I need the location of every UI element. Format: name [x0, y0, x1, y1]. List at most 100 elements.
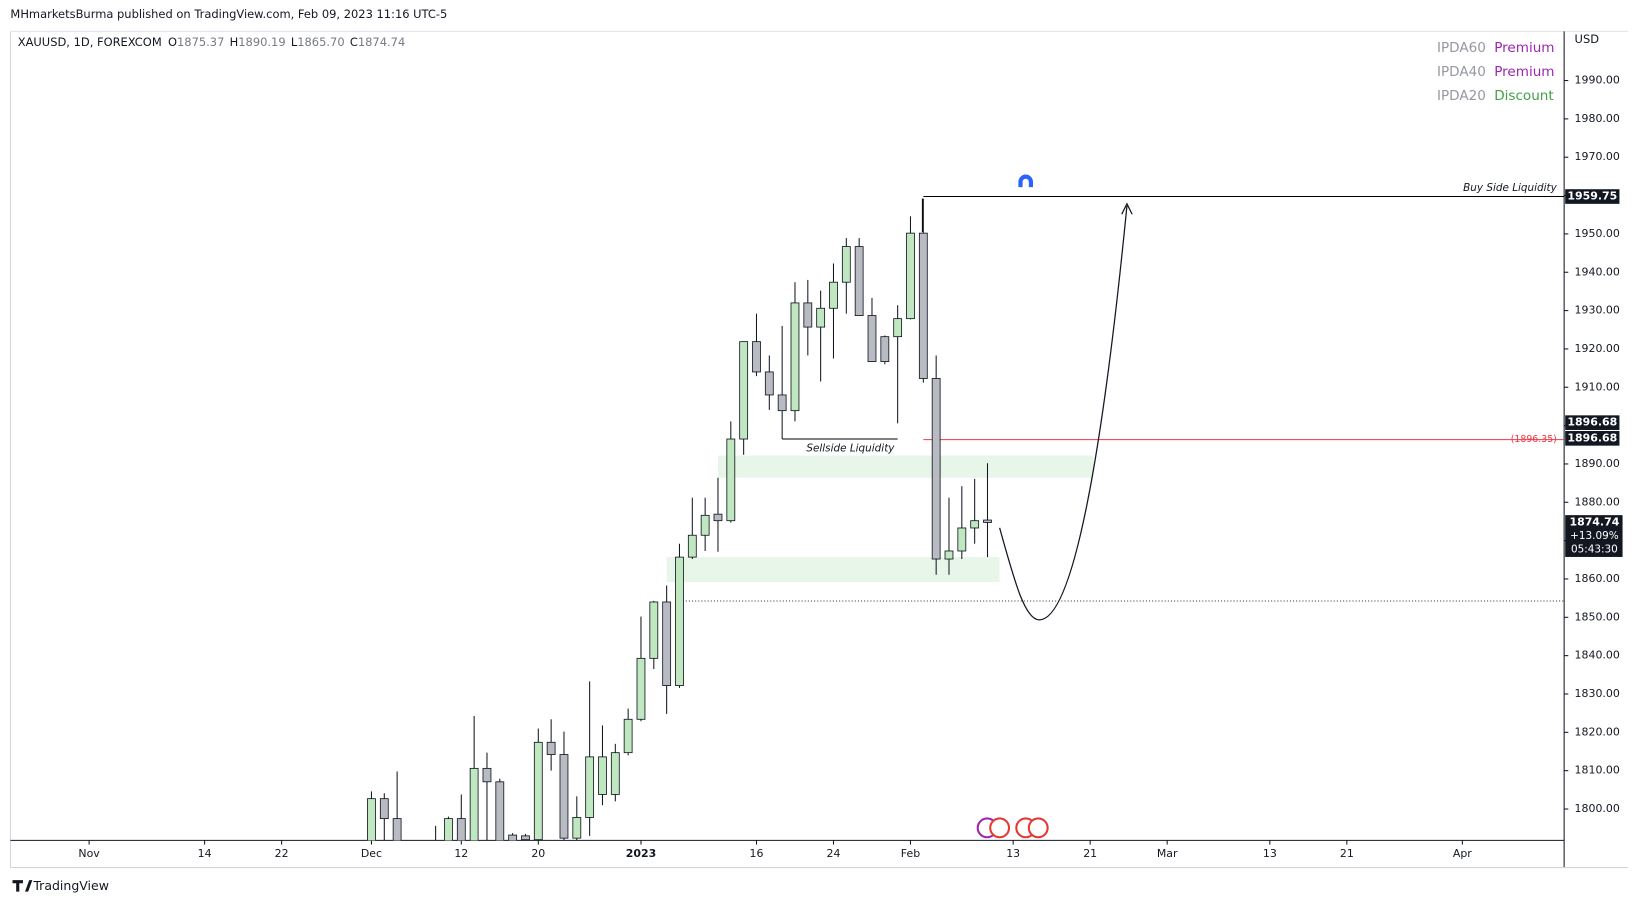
candle-body	[367, 798, 376, 841]
candle-body	[495, 781, 505, 841]
candle-body	[739, 341, 749, 440]
candle-body	[854, 246, 864, 316]
x-tick-label: 13	[1263, 847, 1277, 860]
candle-body	[944, 550, 954, 560]
price-tag-label: 1959.75	[1567, 190, 1617, 203]
candle-body	[841, 246, 851, 283]
price-tag-label: 1896.68	[1567, 416, 1617, 429]
candle-body	[816, 307, 826, 328]
x-tick-label: Mar	[1157, 847, 1178, 860]
x-tick-label: 22	[275, 847, 289, 860]
x-tick-label: 12	[454, 847, 468, 860]
candle-body	[918, 232, 928, 379]
ipda-name: IPDA60	[1437, 40, 1486, 56]
x-tick-label: Apr	[1453, 847, 1472, 860]
symbol: XAUUSD, 1D, FOREXCOM	[18, 34, 162, 48]
candle-body	[713, 513, 723, 522]
x-tick-label: 14	[198, 847, 212, 860]
ohlc-key: O	[168, 34, 177, 48]
candle-body	[649, 601, 659, 659]
candle-body	[419, 859, 427, 894]
x-tick-label: Nov	[78, 847, 100, 860]
candle-body	[906, 232, 915, 320]
candle-body	[585, 756, 595, 818]
event-icon	[1027, 817, 1049, 839]
y-tick-label: 1840.00	[1575, 649, 1620, 662]
symbol-legend: XAUUSD, 1D, FOREXCOM O1875.37 H1890.19 L186…	[18, 34, 406, 48]
candle-body	[636, 657, 646, 720]
last-price-change: +13.09%	[1570, 530, 1619, 542]
candle-body	[521, 835, 530, 841]
candle-body	[444, 818, 453, 841]
currency: USD	[1575, 32, 1600, 46]
liquidity-zone	[666, 557, 1000, 583]
x-tick-label: 21	[1340, 847, 1354, 860]
candle-body	[790, 302, 800, 412]
x-tick-label: 13	[1006, 847, 1020, 860]
candle-body	[662, 601, 672, 686]
x-tick-label: Dec	[361, 847, 382, 860]
y-tick-label: 1890.00	[1575, 457, 1620, 470]
y-tick-label: 1800.00	[1575, 802, 1620, 815]
candle-body	[983, 519, 992, 523]
y-tick-label: 1830.00	[1575, 687, 1620, 700]
candle-body	[726, 438, 736, 522]
y-tick-label: 1880.00	[1575, 495, 1620, 508]
candle-body	[610, 752, 620, 795]
x-tick-label: 24	[827, 847, 841, 860]
footer-brand: TradingView	[32, 878, 109, 893]
annotation: Sellside Liquidity	[806, 442, 895, 454]
candle-body	[379, 798, 389, 820]
last-price-label: 1874.74	[1569, 515, 1619, 528]
ohlc-key: L	[291, 34, 298, 48]
tv-logo	[12, 880, 33, 892]
candle-body	[970, 520, 980, 529]
x-tick-label: 16	[750, 847, 764, 860]
price-tag	[1565, 431, 1620, 446]
ohlc-value: 1865.70	[297, 34, 344, 48]
price-tag	[1565, 415, 1620, 430]
ipda-name: IPDA20	[1437, 88, 1486, 104]
candle-body	[598, 756, 607, 795]
candle-body	[957, 527, 967, 552]
y-tick-label: 1970.00	[1575, 150, 1620, 163]
ohlc-value: 1890.19	[238, 34, 285, 48]
candle-body	[469, 767, 479, 841]
bar-countdown: 05:43:30	[1571, 544, 1618, 556]
x-tick-label: 20	[531, 847, 545, 860]
ohlc-value: 1875.37	[177, 34, 224, 48]
x-tick-label: 21	[1083, 847, 1097, 860]
y-tick-label: 1810.00	[1575, 764, 1620, 777]
candle-body	[508, 834, 518, 841]
price-tag	[1565, 189, 1620, 204]
candle-body	[456, 818, 466, 841]
x-tick-label: 2023	[626, 847, 656, 860]
level-label: (1896.35)	[1511, 434, 1557, 445]
plot-area	[367, 196, 1565, 894]
candle-body	[559, 754, 569, 839]
y-tick-label: 1820.00	[1575, 725, 1620, 738]
last-price-tag	[1565, 515, 1623, 557]
y-tick-label: 1940.00	[1575, 265, 1620, 278]
candle-body	[931, 378, 941, 560]
candle-body	[687, 534, 697, 558]
y-tick-label: 1950.00	[1575, 227, 1620, 240]
y-tick-label: 1980.00	[1575, 112, 1620, 125]
liquidity-zone	[717, 455, 1094, 478]
y-tick-label: 1920.00	[1575, 342, 1620, 355]
candle-body	[482, 767, 492, 783]
ipda-status: Discount	[1494, 88, 1553, 104]
candle-body	[867, 315, 877, 363]
candle-body	[533, 741, 543, 841]
ipda-name: IPDA40	[1437, 64, 1486, 80]
y-tick-label: 1910.00	[1575, 380, 1620, 393]
publish-header: MHmarketsBurma published on TradingView.…	[10, 7, 447, 21]
candle-body	[623, 718, 633, 754]
price-tag-label: 1896.68	[1567, 431, 1617, 444]
candle-body	[829, 281, 838, 309]
magnet-icon	[1018, 174, 1034, 188]
projection-curve	[999, 205, 1128, 621]
candle-body	[752, 341, 761, 373]
candle-body	[803, 302, 813, 328]
candle-body	[880, 336, 890, 363]
